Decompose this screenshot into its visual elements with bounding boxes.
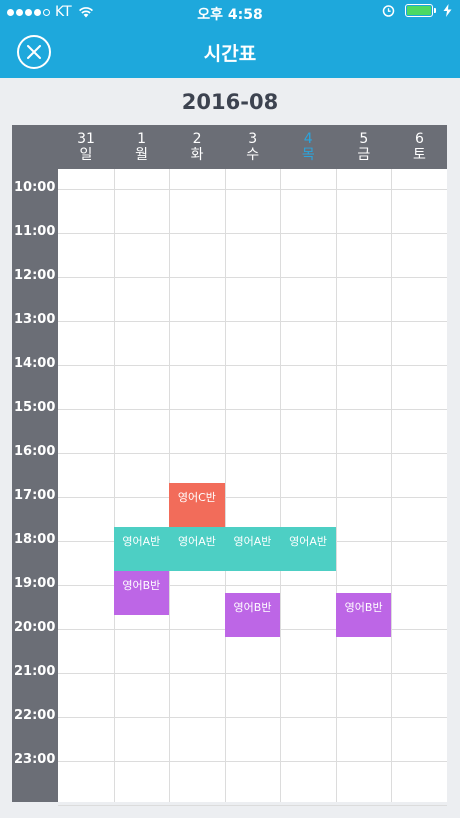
battery-fill (407, 6, 431, 15)
close-button[interactable] (17, 35, 51, 69)
lesson-block[interactable]: 영어A반 (113, 527, 170, 571)
day-date: 5 (359, 131, 369, 147)
hour-column: 10:00 11:00 12:00 13:00 14:00 15:00 16:00 17:00… (12, 169, 58, 802)
hour-label: 23:00 (14, 752, 56, 767)
hour-label: 15:00 (14, 400, 56, 415)
day-weekday: 금 (357, 147, 371, 163)
hour-label: 20:00 (14, 620, 56, 635)
hour-label: 14:00 (14, 356, 56, 371)
close-icon (27, 45, 41, 59)
status-time: 오후 4:58 (197, 7, 263, 23)
day-weekday: 토 (412, 147, 426, 163)
lesson-block[interactable]: 영어B반 (335, 593, 392, 637)
day-date: 4 (303, 131, 313, 147)
hour-label: 18:00 (14, 532, 56, 547)
day-date: 2 (192, 131, 202, 147)
day-date: 1 (137, 131, 147, 147)
page-title: 시간표 (203, 43, 257, 65)
hour-label: 13:00 (14, 312, 56, 327)
alarm-clock-icon (382, 5, 395, 17)
grid-hour-line (58, 233, 447, 234)
day-weekday: 수 (246, 147, 260, 163)
grid-column-divider (391, 169, 393, 802)
grid-hour-line (58, 717, 447, 718)
lesson-block[interactable]: 영어A반 (224, 527, 281, 571)
hour-label: 16:00 (14, 444, 56, 459)
grid-column-divider (335, 169, 337, 802)
wifi-icon (78, 7, 93, 18)
grid-column-divider (280, 169, 282, 802)
lesson-block[interactable]: 영어B반 (224, 593, 281, 637)
month-title: 2016-08 (181, 90, 279, 114)
status-bar: KT 오후 4:58 (0, 0, 460, 24)
hour-label: 17:00 (14, 488, 56, 503)
grid-hour-line (58, 277, 447, 278)
grid-hour-line (58, 761, 447, 762)
day-date: 31 (77, 131, 95, 147)
grid-hour-line (58, 365, 447, 366)
hour-label: 19:00 (14, 576, 56, 591)
day-date: 6 (414, 131, 424, 147)
grid-hour-line (58, 497, 447, 498)
hour-label: 12:00 (14, 268, 56, 283)
charging-bolt-icon (443, 4, 452, 17)
nav-bar: 시간표 (0, 24, 460, 78)
hour-label: 21:00 (14, 664, 56, 679)
hour-label: 22:00 (14, 708, 56, 723)
lesson-block[interactable]: 영어B반 (113, 571, 170, 615)
hour-label: 10:00 (14, 180, 56, 195)
day-weekday: 화 (190, 147, 204, 163)
timetable-grid: 영어C반 영어A반 영어A반 영어A반 영어A반 영어B반 영어B반 영어B반 (58, 169, 447, 806)
status-right (382, 4, 452, 17)
grid-hour-line (58, 673, 447, 674)
day-date: 3 (248, 131, 258, 147)
day-weekday: 목 (301, 147, 315, 163)
grid-hour-line (58, 189, 447, 190)
lesson-block[interactable]: 영어A반 (169, 527, 225, 571)
grid-hour-line (58, 321, 447, 322)
status-left: KT (7, 4, 94, 20)
day-weekday: 월 (135, 147, 148, 163)
day-header-cell: 31 일 (58, 131, 114, 163)
grid-hour-line (58, 453, 447, 454)
carrier-name: KT (55, 4, 72, 20)
signal-strength-icon (7, 8, 50, 16)
grid-hour-line (58, 585, 447, 586)
hour-label: 11:00 (14, 224, 56, 239)
grid-hour-line (58, 805, 447, 806)
lesson-block[interactable]: 영어C반 (169, 483, 225, 527)
grid-column-divider (224, 169, 226, 802)
grid-hour-line (58, 409, 447, 410)
timetable: 31 일 1 월 2 화 3 수 4 목 5 금 6 토 10:00 11:00 12:00 13:00 14:0… (12, 125, 447, 806)
grid-column-divider (113, 169, 115, 802)
battery-icon (405, 4, 436, 17)
day-weekday: 일 (79, 147, 93, 163)
lesson-block[interactable]: 영어A반 (280, 527, 336, 571)
day-header: 31 일 1 월 2 화 3 수 4 목 5 금 6 토 (12, 125, 447, 169)
